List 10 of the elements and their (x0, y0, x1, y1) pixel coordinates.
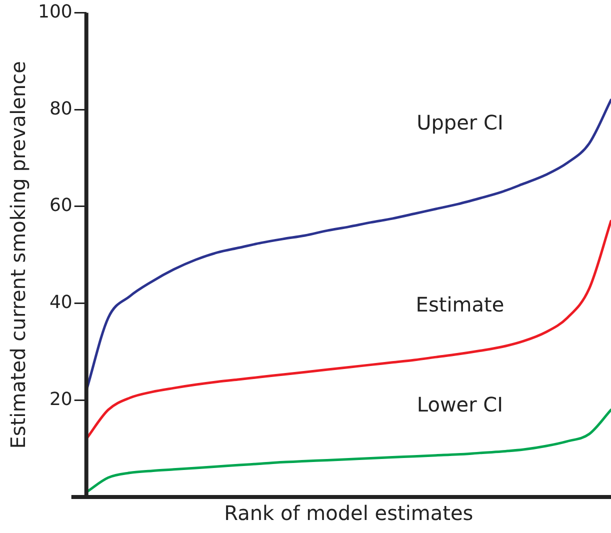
y-tick-label: 100 (38, 1, 72, 22)
series-label: Lower CI (416, 392, 504, 417)
y-tick-label: 40 (49, 292, 72, 313)
text: Upper CI (416, 110, 504, 134)
series-label: Estimate (416, 292, 504, 316)
y-tick-label: 20 (49, 388, 72, 410)
y-tick-label: 60 (49, 195, 72, 216)
y-axis-title: Estimated current smoking prevalence (6, 61, 30, 449)
x-axis-title: Rank of model estimates (224, 501, 474, 526)
y-tick-label: 80 (49, 98, 72, 120)
